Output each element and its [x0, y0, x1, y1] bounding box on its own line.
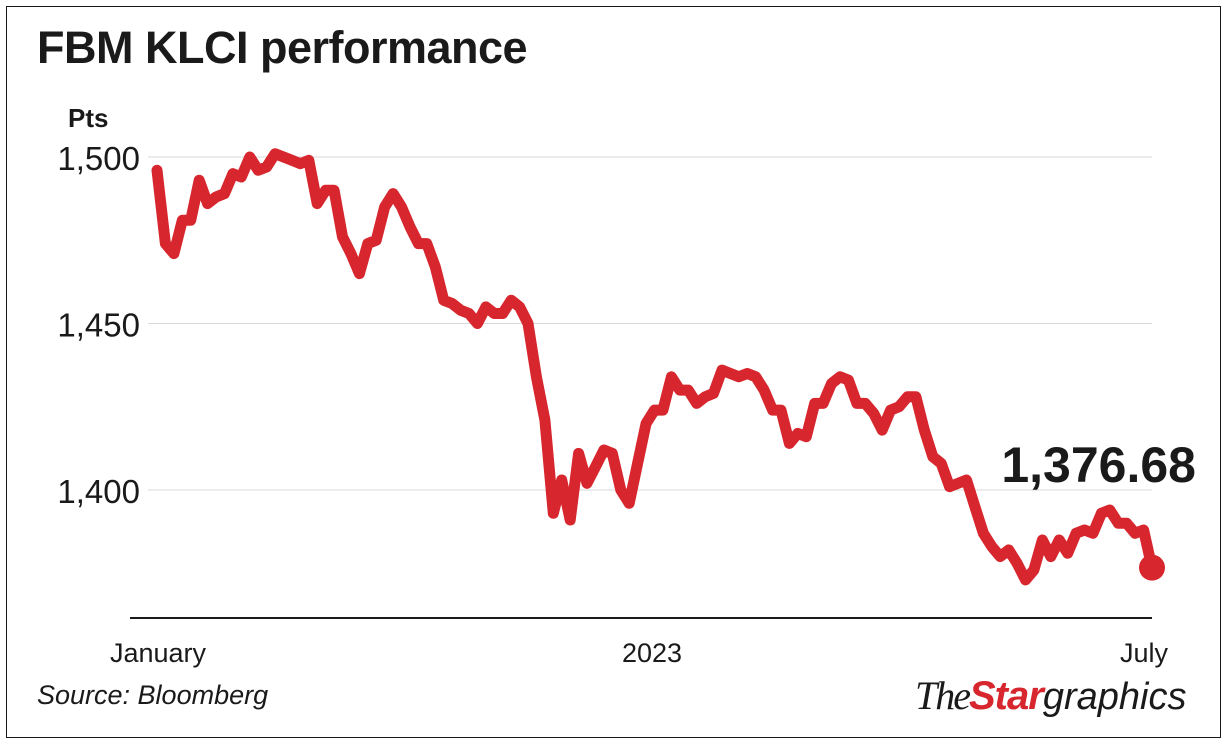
logo-graphics: graphics — [1042, 676, 1187, 718]
series-line-klci — [151, 148, 1158, 586]
y-tick-label: 1,450 — [57, 307, 140, 344]
y-tick-label: 1,400 — [57, 473, 140, 510]
x-tick-labels: January 2023 July — [110, 638, 1169, 668]
end-point-marker — [1139, 554, 1165, 581]
chart-frame — [6, 6, 1221, 738]
x-tick-label: July — [1120, 638, 1169, 668]
gridlines — [148, 156, 1152, 491]
source-note: Source: Bloomberg — [37, 680, 269, 710]
y-tick-labels: 1,400 1,450 1,500 — [57, 140, 140, 510]
x-tick-label: 2023 — [622, 638, 682, 668]
the-star-graphics-logo: TheStargraphics — [915, 672, 1205, 722]
y-tick-label: 1,500 — [57, 140, 140, 177]
logo-the: The — [915, 673, 971, 718]
x-tick-label: January — [110, 638, 207, 668]
logo-star: Star — [969, 674, 1044, 718]
end-value-label: 1,376.68 — [1001, 437, 1196, 493]
chart-title: FBM KLCI performance — [37, 22, 528, 73]
y-axis-label: Pts — [68, 103, 108, 133]
